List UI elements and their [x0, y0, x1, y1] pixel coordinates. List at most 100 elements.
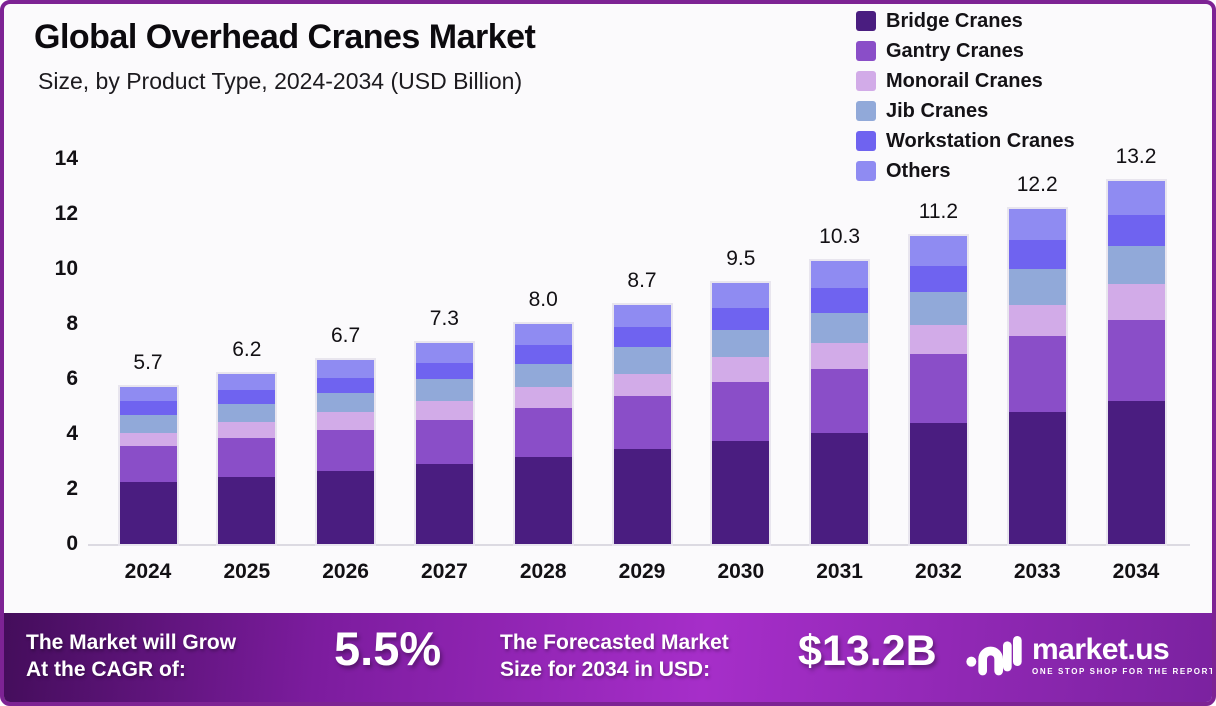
x-axis-label-2026: 2026 [322, 560, 369, 583]
legend-label: Others [886, 159, 951, 182]
bar-segment-workstation-cranes [811, 288, 869, 313]
bar-segment-workstation-cranes [1107, 215, 1165, 246]
page-title: Global Overhead Cranes Market [34, 18, 536, 56]
bar-segment-others [712, 282, 770, 308]
page-subtitle: Size, by Product Type, 2024-2034 (USD Bi… [38, 68, 523, 94]
legend-swatch-icon [856, 161, 876, 181]
bar-segment-monorail-cranes [811, 343, 869, 370]
bar-segment-jib-cranes [712, 329, 770, 357]
bar-segment-gantry-cranes [613, 395, 671, 450]
bar-segment-others [218, 373, 276, 390]
bar-segment-jib-cranes [811, 313, 869, 344]
cagr-label: The Market will Grow At the CAGR of: [26, 629, 236, 683]
forecast-label-line2: Size for 2034 in USD: [500, 658, 711, 681]
cagr-value: 5.5% [334, 622, 442, 675]
bar-segment-bridge-cranes [415, 464, 473, 544]
legend-swatch-icon [856, 71, 876, 91]
bar-segment-jib-cranes [415, 379, 473, 401]
bar-segment-others [1107, 181, 1165, 216]
forecast-label-line1: The Forecasted Market [500, 631, 729, 654]
stacked-bar-2027 [415, 343, 473, 544]
bar-total-label: 5.7 [133, 351, 163, 375]
y-axis-tick-label: 0 [66, 532, 78, 555]
y-axis-tick-label: 4 [66, 422, 78, 445]
x-axis-line [88, 544, 1190, 546]
bar-segment-jib-cranes [909, 292, 967, 326]
bar-segment-monorail-cranes [1107, 284, 1165, 320]
bar-segment-jib-cranes [613, 347, 671, 374]
bar-segment-bridge-cranes [712, 440, 770, 544]
bar-segment-bridge-cranes [514, 457, 572, 544]
x-axis-label-2025: 2025 [223, 560, 271, 583]
bar-segment-workstation-cranes [712, 307, 770, 330]
bar-segment-gantry-cranes [909, 354, 967, 423]
bar-segment-monorail-cranes [712, 357, 770, 382]
y-axis-tick-label: 8 [66, 312, 78, 335]
bar-segment-others [613, 304, 671, 327]
legend-item-bridge-cranes: Bridge Cranes [856, 6, 1075, 36]
x-axis-label-2029: 2029 [618, 560, 666, 583]
bar-segment-workstation-cranes [119, 401, 177, 415]
stacked-bar-2030 [712, 282, 770, 544]
legend-label: Bridge Cranes [886, 9, 1023, 32]
bar-segment-gantry-cranes [712, 381, 770, 441]
bar-segment-monorail-cranes [119, 432, 177, 447]
bar-segment-gantry-cranes [415, 420, 473, 465]
legend-label: Monorail Cranes [886, 69, 1043, 92]
bar-segment-jib-cranes [317, 392, 375, 412]
bar-total-label: 13.2 [1115, 145, 1157, 168]
x-axis-label-2033: 2033 [1013, 560, 1061, 583]
bar-segment-jib-cranes [218, 403, 276, 422]
bar-segment-bridge-cranes [909, 423, 967, 544]
x-axis-label-2024: 2024 [124, 560, 172, 583]
footer-banner: The Market will Grow At the CAGR of: 5.5… [4, 613, 1212, 702]
bar-segment-workstation-cranes [1008, 240, 1066, 269]
bar-segment-monorail-cranes [317, 412, 375, 430]
stacked-bar-2024 [119, 387, 177, 544]
cagr-label-line2: At the CAGR of: [26, 658, 186, 681]
stacked-bar-2032 [909, 236, 967, 544]
marketus-logo-icon [966, 635, 1022, 676]
stacked-bar-2028 [514, 324, 572, 544]
bar-segment-workstation-cranes [218, 390, 276, 404]
brand-text: market.us ONE STOP SHOP FOR THE REPORTS [1032, 632, 1212, 676]
bar-total-label: 6.2 [232, 337, 262, 361]
bar-total-label: 11.2 [918, 200, 959, 223]
bar-segment-jib-cranes [119, 414, 177, 433]
bar-segment-workstation-cranes [415, 362, 473, 379]
legend-item-monorail-cranes: Monorail Cranes [856, 66, 1075, 96]
bar-segment-jib-cranes [514, 363, 572, 388]
bar-segment-others [811, 260, 869, 289]
legend-item-workstation-cranes: Workstation Cranes [856, 126, 1075, 156]
bar-segment-gantry-cranes [811, 369, 869, 433]
legend-label: Gantry Cranes [886, 39, 1024, 62]
bar-segment-others [119, 387, 177, 401]
cagr-label-line1: The Market will Grow [26, 631, 237, 654]
bar-segment-jib-cranes [1008, 269, 1066, 305]
bar-segment-gantry-cranes [514, 407, 572, 458]
bar-segment-monorail-cranes [909, 325, 967, 355]
bar-segment-workstation-cranes [909, 266, 967, 293]
legend-label: Jib Cranes [886, 99, 989, 122]
y-axis-tick-label: 10 [54, 257, 78, 280]
bar-segment-bridge-cranes [1107, 401, 1165, 544]
bar-total-label: 10.3 [819, 224, 861, 248]
bar-segment-others [514, 324, 572, 345]
stacked-bar-2026 [317, 359, 375, 544]
bar-segment-others [415, 343, 473, 363]
legend-swatch-icon [856, 11, 876, 31]
bar-segment-gantry-cranes [1107, 319, 1165, 401]
bar-segment-bridge-cranes [119, 482, 177, 544]
y-axis-tick-label: 14 [54, 147, 78, 170]
bar-segment-monorail-cranes [218, 421, 276, 439]
bar-segment-workstation-cranes [317, 377, 375, 393]
x-axis-label-2032: 2032 [915, 560, 962, 583]
bar-segment-bridge-cranes [613, 449, 671, 544]
legend: Bridge Cranes Gantry Cranes Monorail Cra… [856, 6, 1075, 186]
bar-segment-gantry-cranes [317, 429, 375, 472]
bar-segment-jib-cranes [1107, 245, 1165, 285]
brand-name: market.us [1032, 632, 1170, 666]
y-axis-tick-label: 2 [66, 477, 78, 500]
legend-label: Workstation Cranes [886, 129, 1075, 152]
